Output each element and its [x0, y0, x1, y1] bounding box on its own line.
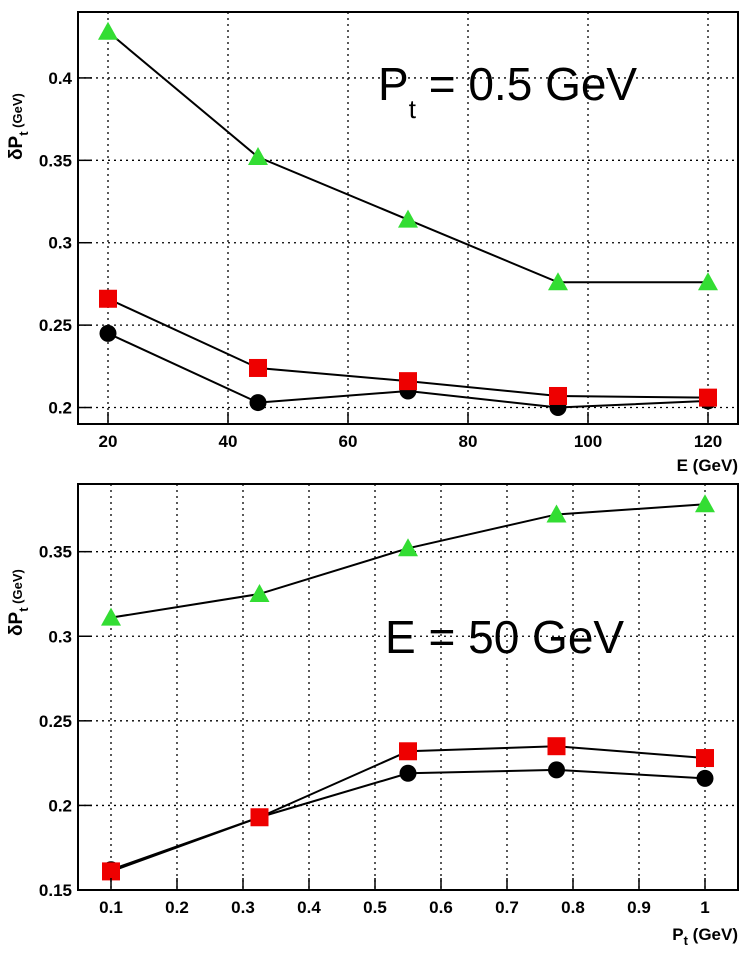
bottom-y-tick-label: 0.2	[48, 796, 72, 815]
bottom-grid	[78, 484, 738, 891]
top-y-tick-label: 0.3	[48, 234, 72, 253]
top-x-tick-label: 80	[459, 432, 478, 451]
top-x-tick-label: 100	[574, 432, 602, 451]
bottom-triangle-point	[249, 583, 270, 602]
top-y-axis-label: δPt (GeV)	[6, 93, 31, 160]
bottom-triangle-point	[398, 538, 418, 557]
bottom-x-tick-label: 0.2	[165, 898, 189, 917]
bottom-triangle-point	[695, 494, 715, 513]
top-annotation-rest: = 0.5 GeV	[416, 58, 638, 110]
top-square-point	[99, 289, 117, 308]
top-y-tick-label: 0.4	[48, 69, 72, 88]
top-square-point	[399, 372, 417, 391]
bottom-x-tick-label: 0.9	[627, 898, 651, 917]
bottom-x-tick-label: 0.5	[363, 898, 387, 917]
top-y-label-unit: (GeV)	[10, 93, 25, 131]
bottom-x-tick-label: 0.7	[495, 898, 519, 917]
top-y-tick-label: 0.35	[39, 151, 72, 170]
bottom-panel: 0.1 0.2 0.3 0.4 0.5 0.6 0.7 0.8 0.9 1 0.15 0.2 0.25…	[6, 483, 739, 948]
bottom-square-point	[250, 808, 269, 827]
bottom-square-point	[102, 862, 120, 881]
top-x-tick-label: 20	[99, 432, 118, 451]
bottom-y-tick-label: 0.3	[48, 627, 72, 646]
bottom-circle-point	[548, 761, 565, 779]
top-x-tick-label: 60	[339, 432, 358, 451]
top-square-point	[549, 386, 567, 405]
top-plot-frame	[77, 11, 739, 425]
bottom-x-axis-label: Pt (GeV)	[672, 925, 738, 948]
bottom-y-label-main: δP	[6, 611, 27, 636]
bottom-circle-point	[696, 769, 714, 787]
bottom-triangle-point	[101, 607, 121, 626]
bottom-series	[101, 494, 715, 881]
top-annotation-sub: t	[409, 94, 417, 124]
top-square-point	[699, 388, 717, 407]
bottom-x-label-main: P	[672, 925, 683, 944]
top-y-label-main: δP	[6, 135, 27, 160]
top-grid	[78, 12, 738, 424]
bottom-triangle-series-line	[110, 503, 706, 619]
bottom-y-label-sub: t	[16, 607, 31, 612]
bottom-x-tick-label: 0.8	[561, 898, 585, 917]
bottom-y-tick-label: 0.25	[39, 712, 72, 731]
top-x-axis-label: E (GeV)	[677, 456, 738, 475]
bottom-x-tick-label: 0.3	[231, 898, 255, 917]
top-x-tick-label: 40	[219, 432, 238, 451]
top-y-label-sub: t	[16, 131, 31, 136]
bottom-x-label-unit: (GeV)	[688, 925, 738, 944]
top-circle-point	[249, 394, 267, 412]
bottom-plot-frame	[77, 483, 739, 891]
top-x-tick-label: 120	[694, 432, 722, 451]
top-panel: 20 40 60 80 100 120 0.2 0.25 0.3 0.35 0.4 Pt = 0.…	[6, 11, 739, 475]
bottom-y-ticks: 0.15 0.2 0.25 0.3 0.35	[39, 543, 92, 900]
bottom-circle-point	[399, 764, 417, 782]
top-annotation-main: P	[378, 58, 409, 110]
bottom-x-tick-label: 0.4	[297, 898, 321, 917]
top-triangle-point	[548, 272, 568, 291]
bottom-x-tick-label: 0.1	[99, 898, 123, 917]
top-y-tick-label: 0.2	[48, 399, 72, 418]
bottom-x-ticks: 0.1 0.2 0.3 0.4 0.5 0.6 0.7 0.8 0.9 1	[99, 878, 710, 917]
bottom-annotation: E = 50 GeV	[385, 611, 624, 663]
bottom-square-point	[547, 737, 566, 756]
top-triangle-point	[398, 209, 418, 228]
bottom-x-label-sub: t	[684, 933, 689, 948]
bottom-circle-series-line	[110, 768, 706, 871]
bottom-triangle-point	[546, 504, 567, 523]
top-triangle-point	[698, 272, 718, 291]
bottom-y-tick-label: 0.15	[39, 881, 72, 900]
top-triangle-point	[248, 147, 268, 166]
top-circle-point	[99, 324, 117, 342]
bottom-square-point	[696, 749, 714, 768]
top-triangle-point	[98, 21, 118, 40]
bottom-square-point	[399, 742, 417, 761]
bottom-y-tick-label: 0.35	[39, 543, 72, 562]
bottom-y-label-unit: (GeV)	[10, 569, 25, 607]
top-y-ticks: 0.2 0.25 0.3 0.35 0.4	[39, 69, 92, 418]
bottom-x-tick-label: 1	[700, 898, 709, 917]
top-x-ticks: 20 40 60 80 100 120	[99, 412, 722, 451]
bottom-y-axis-label: δPt (GeV)	[6, 569, 31, 636]
bottom-x-tick-label: 0.6	[429, 898, 453, 917]
top-series	[98, 21, 718, 417]
top-y-tick-label: 0.25	[39, 316, 72, 335]
top-annotation: Pt = 0.5 GeV	[378, 58, 637, 124]
top-square-point	[249, 358, 267, 377]
